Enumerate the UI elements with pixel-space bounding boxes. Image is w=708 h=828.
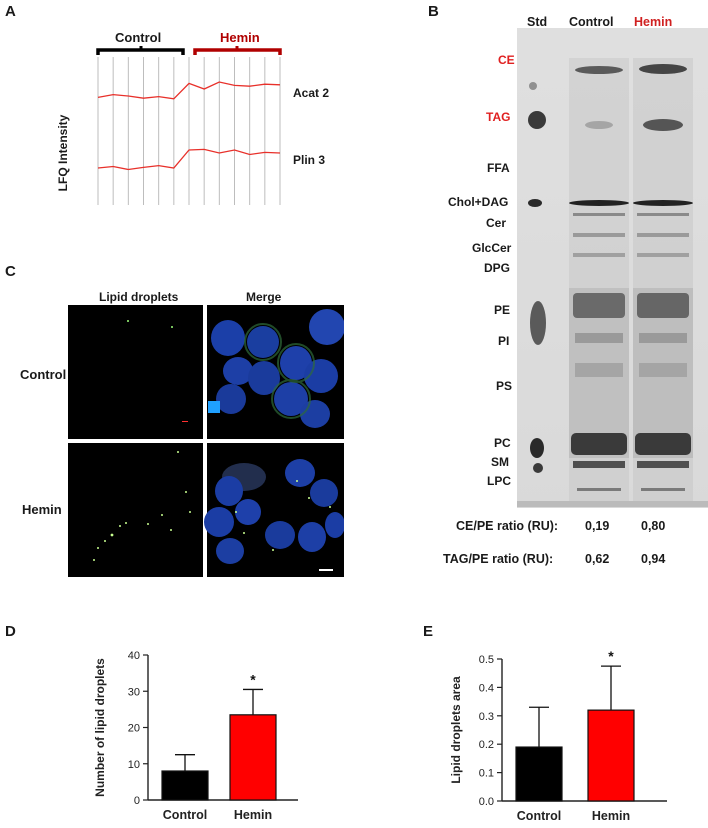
micro-row-hemin: Hemin (22, 502, 62, 517)
panel-d-letter: D (5, 623, 16, 640)
micro-col-lipid-droplets: Lipid droplets (99, 290, 179, 304)
ratio-ce-pe-label: CE/PE ratio (RU): (456, 519, 559, 533)
bar-hemin (229, 714, 277, 801)
y-tick-label: 40 (128, 650, 140, 662)
bar-control (161, 770, 209, 801)
y-tick-label: 30 (128, 686, 140, 698)
lane-label-hemin: Hemin (634, 15, 673, 29)
lane-label-control: Control (569, 15, 614, 29)
panel-e-bar-chart: 0.0 0.1 0.2 0.3 0.4 0.5 Control Hemin * Lipid dro… (450, 648, 667, 823)
ratio-tag-pe-control: 0,62 (585, 552, 610, 566)
panel-a-y-label: LFQ Intensity (56, 114, 70, 192)
x-category-label: Control (163, 808, 207, 822)
tlc-plate-image (517, 28, 708, 508)
y-tick-label: 0.0 (479, 796, 494, 808)
band-label-tag: TAG (486, 110, 511, 124)
y-tick-label: 0.1 (479, 768, 494, 780)
x-category-label: Hemin (592, 809, 630, 823)
y-tick-label: 0.5 (479, 654, 494, 666)
control-bracket (96, 48, 185, 55)
band-label-pc: PC (494, 436, 511, 450)
band-label-ffa: FFA (487, 161, 510, 175)
panel-a-sample-gridlines (97, 57, 281, 205)
significance-star: * (250, 671, 256, 687)
micro-col-merge: Merge (246, 290, 282, 304)
band-label-lpc: LPC (487, 474, 511, 488)
panel-a-letter: A (5, 3, 16, 20)
micrograph-grid (68, 305, 345, 577)
band-label-pe: PE (494, 303, 511, 317)
acat2-profile-line (97, 81, 281, 100)
band-label-ce: CE (498, 53, 515, 67)
band-label-cer: Cer (486, 216, 507, 230)
y-tick-label: 10 (128, 759, 140, 771)
hemin-droplet-dots (93, 451, 191, 561)
ratio-tag-pe-hemin: 0,94 (641, 552, 666, 566)
panel-b-letter: B (428, 3, 439, 20)
hemin-bracket (193, 48, 282, 55)
bar-hemin (587, 709, 635, 802)
panel-a-profile-plot (96, 46, 282, 205)
band-label-dpg: DPG (484, 261, 511, 275)
band-label-glccer: GlcCer (472, 241, 512, 255)
y-axis-label: Lipid droplets area (450, 676, 463, 784)
y-tick-label: 0.3 (479, 711, 494, 723)
bar-control (515, 746, 563, 802)
y-tick-label: 0.2 (479, 739, 494, 751)
panel-c-letter: C (5, 263, 16, 280)
micro-row-control: Control (20, 367, 67, 382)
significance-star: * (608, 648, 614, 664)
plin3-profile-line (97, 148, 281, 171)
x-category-label: Hemin (234, 808, 272, 822)
panel-a-group-control: Control (115, 30, 162, 45)
panel-a-ylabel-wrap: LFQ Intensity (52, 96, 72, 216)
x-category-label: Control (517, 809, 561, 823)
band-label-pi: PI (498, 334, 510, 348)
panel-d-bar-chart: 0 10 20 30 40 Control Hemin * Number of lipid dr… (93, 650, 298, 822)
band-label-sm: SM (491, 455, 509, 469)
gene-label-plin3: Plin 3 (293, 153, 326, 167)
micrograph-images (68, 305, 345, 577)
ratio-ce-pe-control: 0,19 (585, 519, 610, 533)
ratio-ce-pe-hemin: 0,80 (641, 519, 666, 533)
band-label-cholDAG: Chol+DAG (448, 195, 509, 209)
ratio-tag-pe-label: TAG/PE ratio (RU): (443, 552, 554, 566)
lane-label-std: Std (527, 15, 548, 29)
control-merge-cells (208, 309, 345, 428)
scale-bar (319, 569, 333, 571)
band-label-ps: PS (496, 379, 513, 393)
panel-a-group-hemin: Hemin (220, 30, 260, 45)
panel-e-letter: E (423, 623, 434, 640)
hemin-merge-cells (204, 459, 345, 571)
y-tick-label: 0 (134, 795, 140, 807)
tlc-plate (517, 28, 708, 508)
gene-label-acat2: Acat 2 (293, 86, 330, 100)
y-tick-label: 0.4 (479, 682, 494, 694)
y-tick-label: 20 (128, 723, 140, 735)
y-axis-label: Number of lipid droplets (93, 658, 107, 797)
